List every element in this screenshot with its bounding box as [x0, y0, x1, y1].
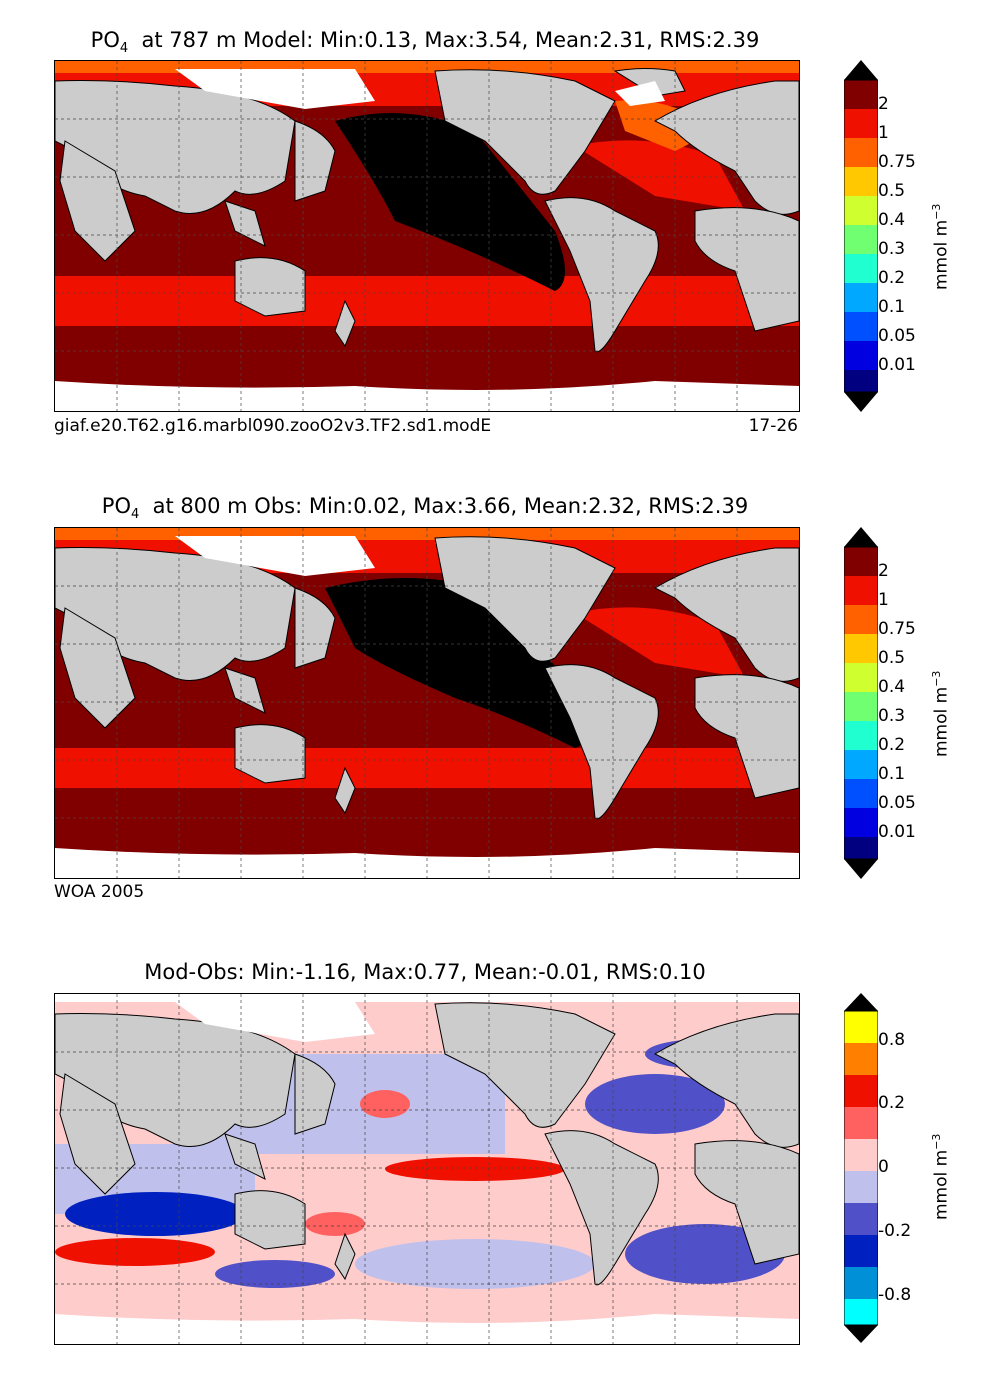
colorbar-tick: 0.75: [878, 152, 916, 172]
colorbar-tick: 0.05: [878, 326, 916, 346]
colorbar-tick: 2: [878, 94, 889, 114]
colorbar-tick: -0.2: [878, 1221, 912, 1241]
colorbar-unit: mmol m−3: [930, 203, 952, 290]
colorbar-tick: 0.3: [878, 706, 906, 726]
colorbar-tick: 0.2: [878, 1093, 906, 1113]
diff-map: [54, 993, 800, 1345]
colorbar-tick: -0.8: [878, 1285, 912, 1305]
model-run-label: giaf.e20.T62.g16.marbl090.zooO2v3.TF2.sd…: [54, 416, 492, 436]
colorbar-tick: 0.2: [878, 735, 906, 755]
colorbar-tick: 0.1: [878, 297, 906, 317]
colorbar-tick: 0.3: [878, 239, 906, 259]
model-panel-title: PO4 at 787 m Model: Min:0.13, Max:3.54, …: [90, 28, 760, 57]
obs-map: [54, 527, 800, 879]
model-colorbar: [844, 60, 878, 412]
model-map: [54, 60, 800, 412]
obs-colorbar: [844, 527, 878, 879]
colorbar-tick: 1: [878, 123, 889, 143]
colorbar-unit: mmol m−3: [930, 670, 952, 757]
colorbar-tick: 0.4: [878, 210, 906, 230]
obs-source-label: WOA 2005: [54, 882, 145, 902]
colorbar-tick: 2: [878, 561, 889, 581]
colorbar-unit: mmol m−3: [930, 1133, 952, 1220]
colorbar-tick: 0.75: [878, 619, 916, 639]
colorbar-tick: 0: [878, 1157, 889, 1177]
colorbar-tick: 0.1: [878, 764, 906, 784]
diff-panel-title: Mod-Obs: Min:-1.16, Max:0.77, Mean:-0.01…: [144, 960, 706, 984]
colorbar-tick: 1: [878, 590, 889, 610]
colorbar-tick: 0.4: [878, 677, 906, 697]
colorbar-tick: 0.8: [878, 1030, 906, 1050]
colorbar-tick: 0.5: [878, 181, 906, 201]
colorbar-tick: 0.2: [878, 268, 906, 288]
model-years-label: 17-26: [748, 416, 798, 436]
colorbar-tick: 0.01: [878, 355, 916, 375]
diff-colorbar: [844, 993, 878, 1343]
obs-panel-title: PO4 at 800 m Obs: Min:0.02, Max:3.66, Me…: [101, 494, 749, 523]
colorbar-tick: 0.5: [878, 648, 906, 668]
colorbar-tick: 0.05: [878, 793, 916, 813]
colorbar-tick: 0.01: [878, 822, 916, 842]
